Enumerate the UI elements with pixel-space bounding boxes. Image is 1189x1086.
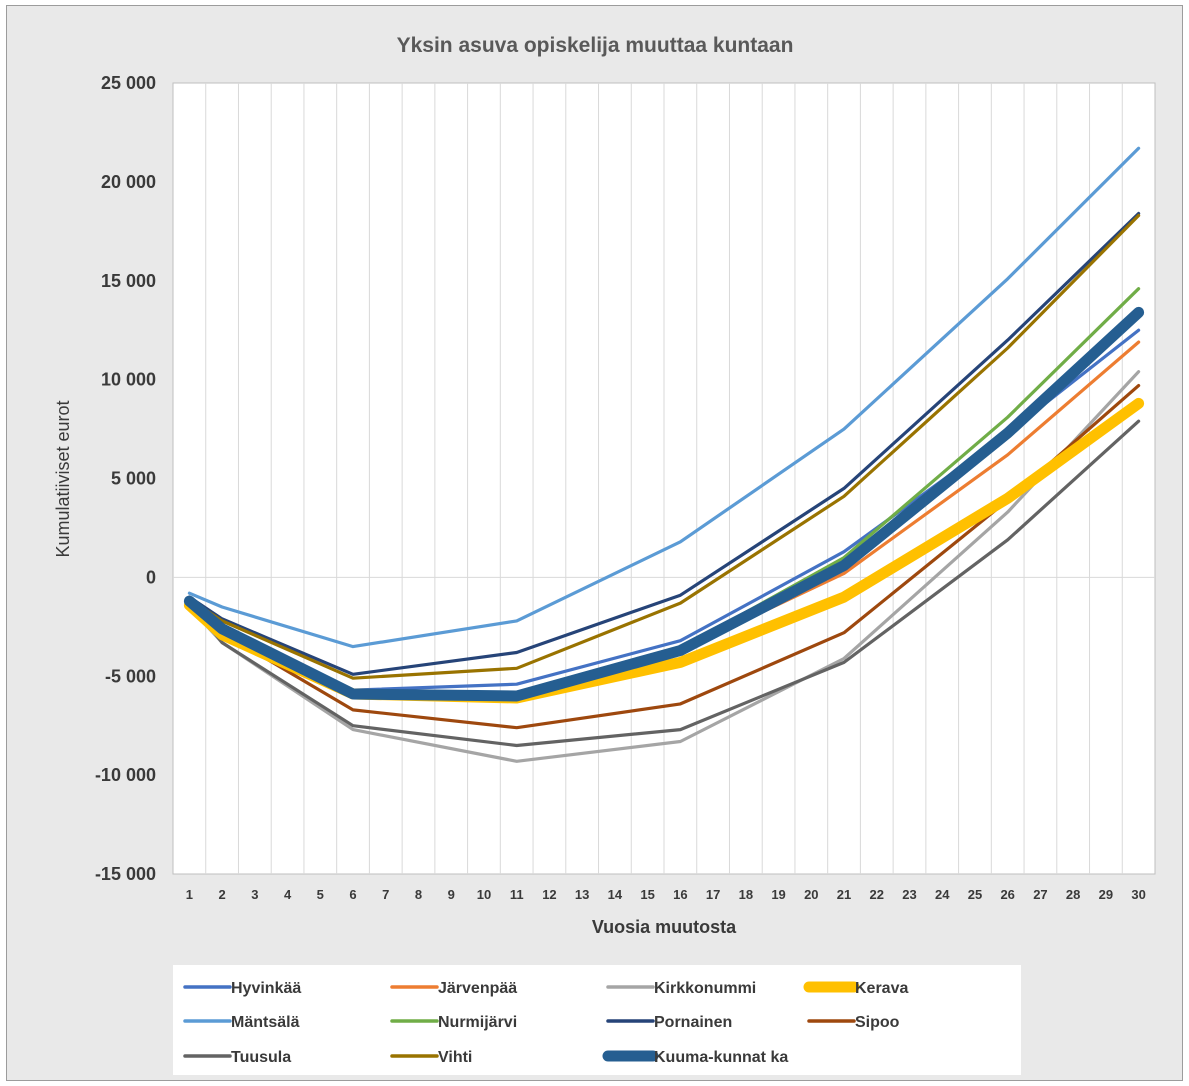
x-tick-label: 19: [771, 887, 785, 902]
y-tick-label: -5 000: [105, 666, 156, 686]
y-tick-label: 15 000: [101, 271, 156, 291]
series-lines: [183, 146, 1145, 763]
x-tick-label: 30: [1131, 887, 1145, 902]
x-tick-label: 8: [415, 887, 422, 902]
x-tick-label: 10: [477, 887, 491, 902]
x-tick-label: 20: [804, 887, 818, 902]
x-tick-label: 24: [935, 887, 950, 902]
y-tick-label: 10 000: [101, 370, 156, 390]
x-tick-label: 2: [218, 887, 225, 902]
x-tick-label: 12: [542, 887, 556, 902]
series-line-m-nts-l-: [187, 146, 1141, 649]
y-tick-label: -10 000: [95, 765, 156, 785]
x-tick-label: 7: [382, 887, 389, 902]
x-tick-label: 21: [837, 887, 851, 902]
legend-label: Vihti: [438, 1049, 472, 1066]
y-tick-label: 5 000: [111, 469, 156, 489]
legend-items: Hyvinkää Järvenpää Kirkkonummi Kerava Mäntsä…: [183, 980, 908, 1066]
x-axis-title: Vuosia muutosta: [592, 917, 737, 937]
legend-label: Mäntsälä: [231, 1014, 300, 1031]
x-tick-label: 6: [349, 887, 356, 902]
x-tick-label: 4: [284, 887, 292, 902]
series-line-tuusula: [187, 419, 1141, 748]
y-tick-label: 0: [146, 567, 156, 587]
x-tick-label: 23: [902, 887, 916, 902]
legend-label: Kuuma-kunnat ka: [654, 1049, 788, 1066]
x-axis-ticks: 1 2 3 4 5 6 7 8 9 10 11 12 13 14 15 16 17 18 19 20 21 22 23 24 2…: [186, 887, 1146, 902]
x-tick-label: 1: [186, 887, 193, 902]
x-tick-label: 5: [317, 887, 324, 902]
x-tick-label: 13: [575, 887, 589, 902]
legend-label: Järvenpää: [438, 980, 517, 997]
legend-label: Hyvinkää: [231, 980, 301, 997]
chart-title: Yksin asuva opiskelija muuttaa kuntaan: [397, 34, 794, 57]
line-chart: Yksin asuva opiskelija muuttaa kuntaan 2…: [53, 34, 1156, 1075]
x-tick-label: 29: [1099, 887, 1113, 902]
x-tick-label: 28: [1066, 887, 1080, 902]
x-tick-label: 25: [968, 887, 982, 902]
legend: [173, 965, 1021, 1075]
series-line-pornainen: [187, 211, 1141, 676]
legend-label: Pornainen: [654, 1014, 732, 1031]
x-tick-label: 15: [640, 887, 654, 902]
x-tick-label: 3: [251, 887, 258, 902]
y-axis-title: Kumulatiiviset eurot: [53, 400, 73, 557]
legend-label: Kirkkonummi: [654, 980, 756, 997]
chart-area: Yksin asuva opiskelija muuttaa kuntaan 2…: [6, 5, 1183, 1081]
x-tick-label: 26: [1000, 887, 1014, 902]
y-tick-label: -15 000: [95, 864, 156, 884]
gridlines: [173, 83, 1155, 874]
x-tick-label: 22: [870, 887, 884, 902]
x-tick-label: 17: [706, 887, 720, 902]
x-tick-label: 27: [1033, 887, 1047, 902]
x-tick-label: 16: [673, 887, 687, 902]
x-tick-label: 9: [448, 887, 455, 902]
x-tick-label: 11: [510, 887, 524, 902]
legend-label: Kerava: [855, 980, 908, 997]
series-line-vihti: [187, 213, 1141, 680]
legend-label: Tuusula: [231, 1049, 291, 1066]
x-tick-label: 14: [608, 887, 623, 902]
x-tick-label: 18: [739, 887, 753, 902]
y-axis-ticks: 25 000 20 000 15 000 10 000 5 000 0 -5 000 -10 …: [95, 73, 156, 884]
legend-label: Nurmijärvi: [438, 1014, 517, 1031]
y-tick-label: 25 000: [101, 73, 156, 93]
y-tick-label: 20 000: [101, 172, 156, 192]
series-line-kuuma-kunnat-ka: [183, 306, 1145, 702]
legend-label: Sipoo: [855, 1014, 900, 1031]
